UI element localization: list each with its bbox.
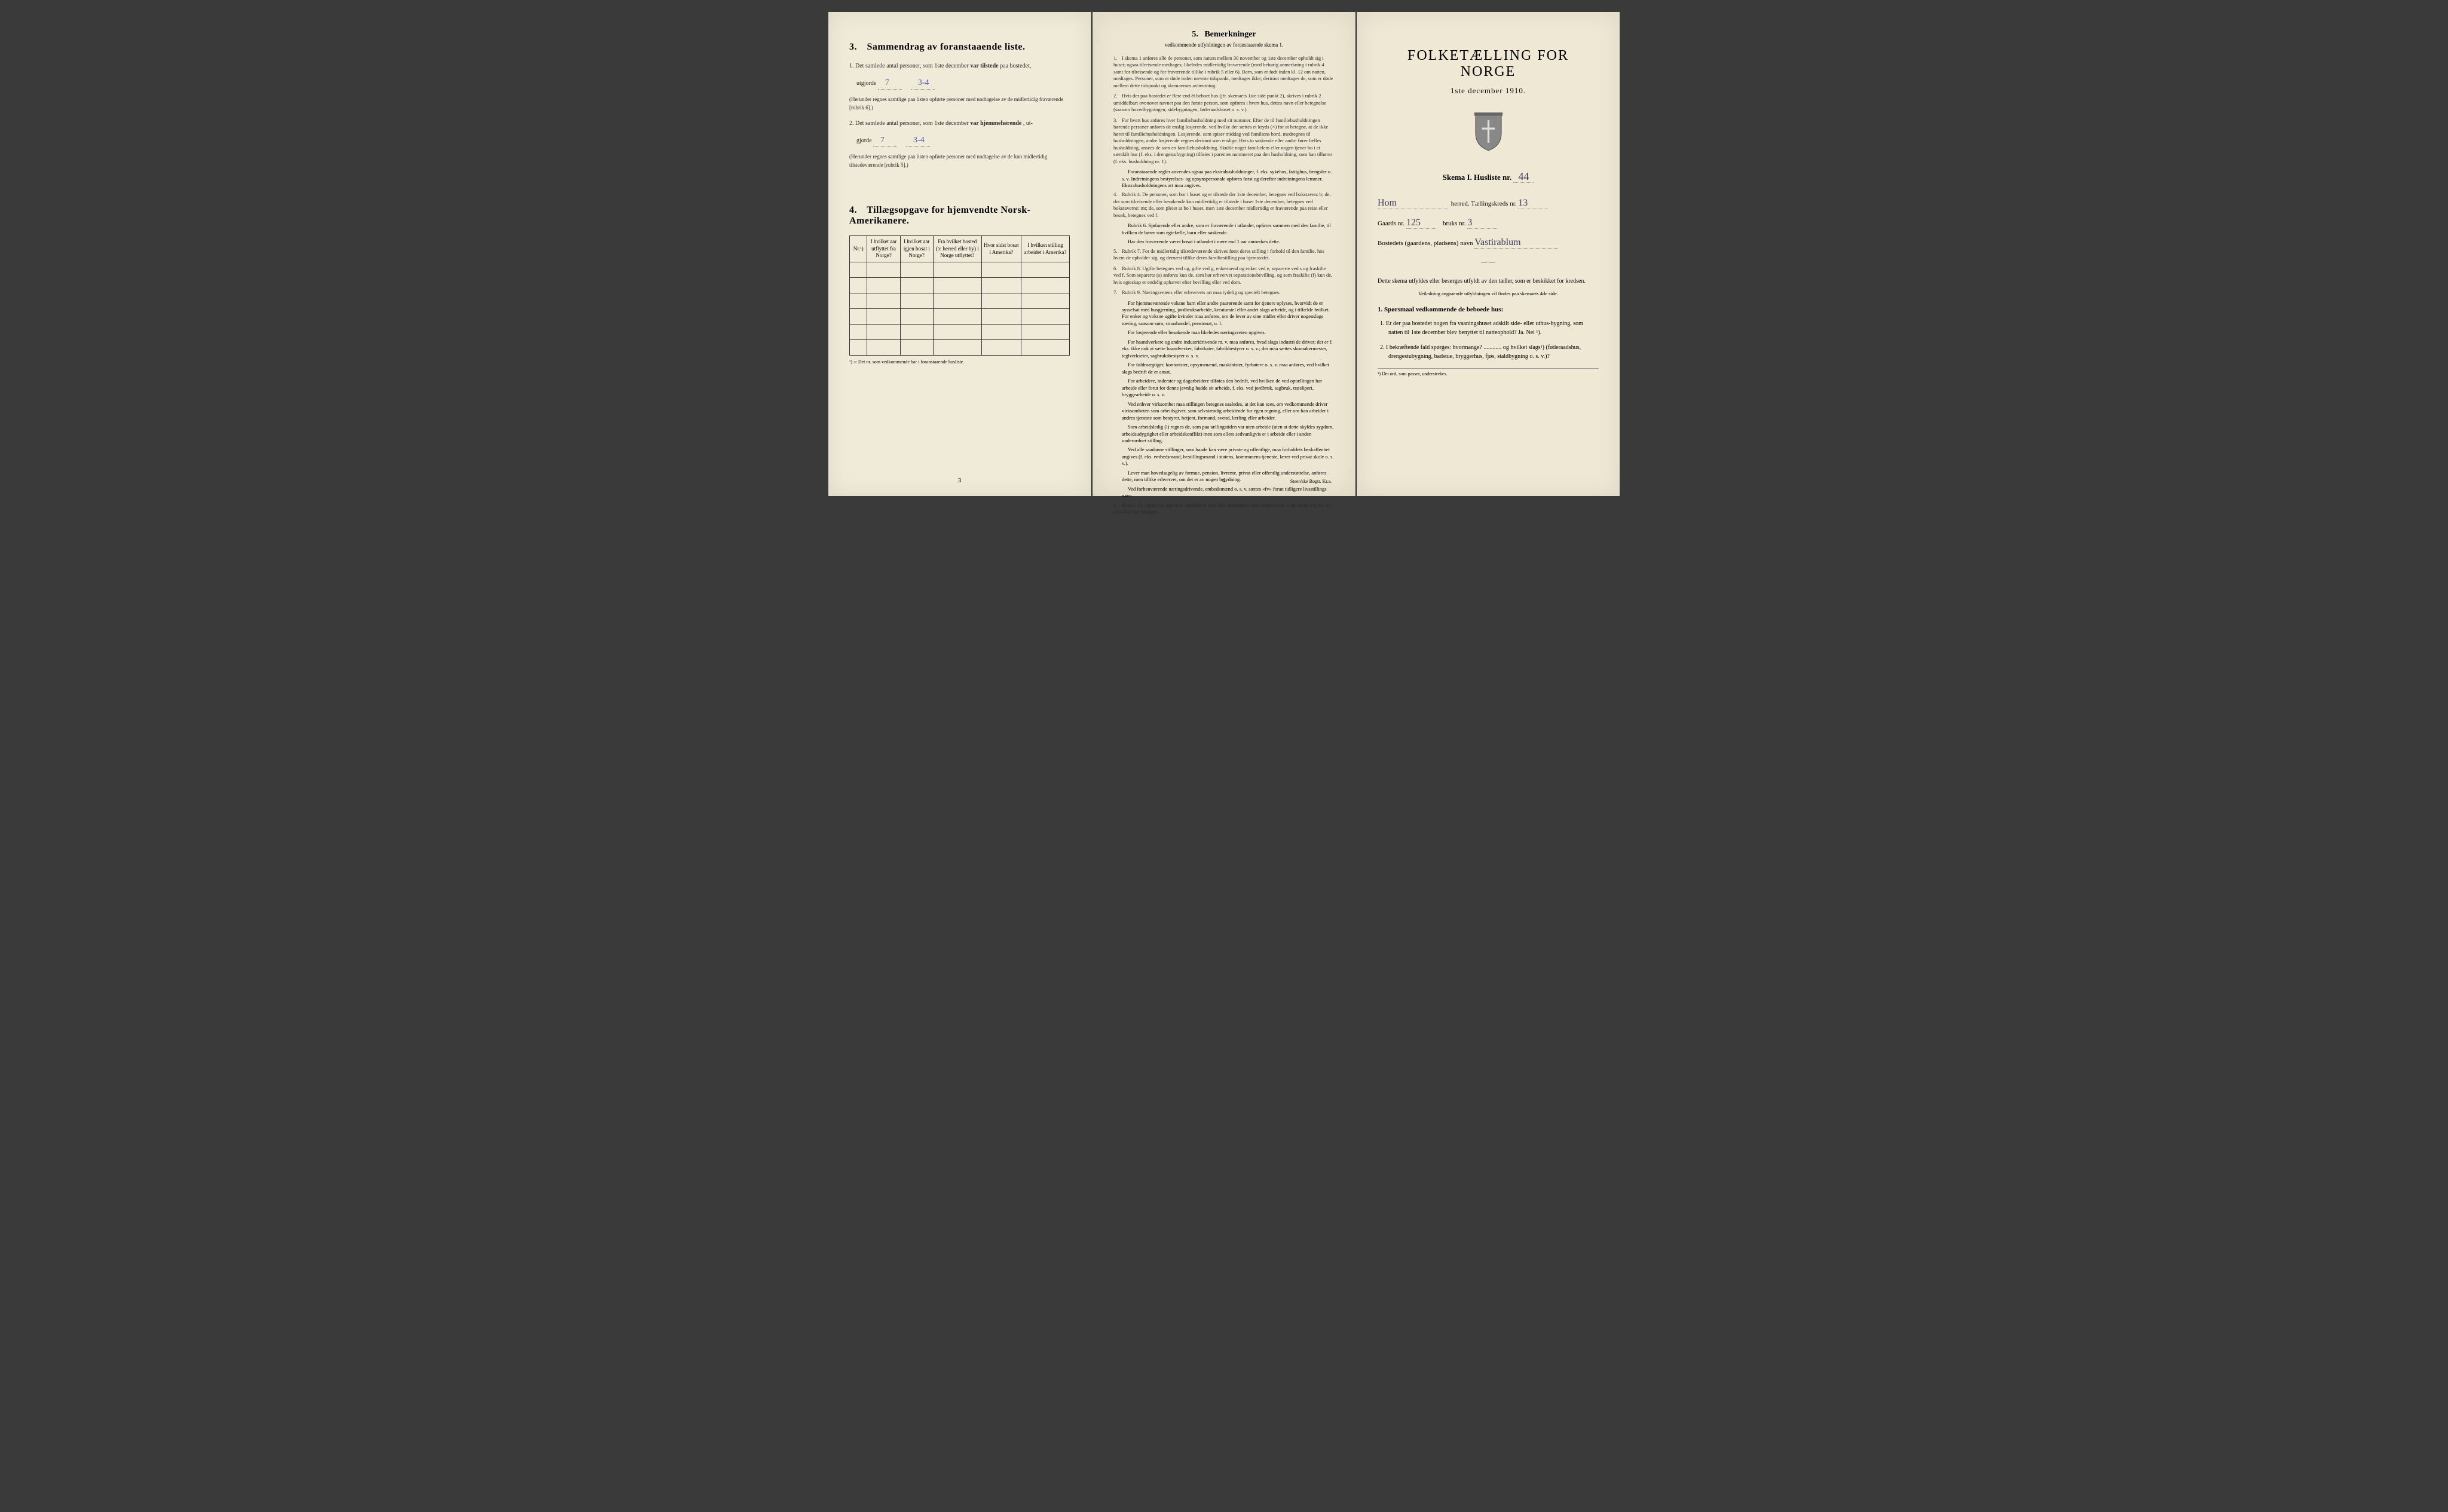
question-2: 2. I bekræftende fald spørges: hvormange… — [1388, 343, 1599, 361]
table-header-1: I hvilket aar utflyttet fra Norge? — [867, 236, 900, 262]
handwritten-value-1: 7 — [878, 76, 902, 90]
remark-item: 4.Rubrik 4. De personer, som bor i huset… — [1113, 191, 1335, 219]
ornament-divider: ―·― — [1378, 259, 1599, 266]
table-row — [850, 278, 1070, 293]
page-number-middle: 4 — [1222, 477, 1226, 484]
table-header-5: I hvilken stilling arbeidet i Amerika? — [1021, 236, 1070, 262]
table-row — [850, 309, 1070, 325]
section-3-item-2: 2. Det samlede antal personer, som 1ste … — [849, 119, 1070, 128]
section-3-item-2-note: (Herunder regnes samtlige paa listen opf… — [849, 153, 1070, 169]
remark-sub: Foranstaaende regler anvendes ogsaa paa … — [1122, 169, 1335, 189]
page-right: FOLKETÆLLING FOR NORGE 1ste december 191… — [1357, 12, 1620, 496]
table-row — [850, 325, 1070, 340]
husliste-nr-handwritten: 44 — [1513, 170, 1534, 183]
handwritten-value-2: 3-4 — [911, 76, 935, 90]
table-header-4: Hvor sidst bosat i Amerika? — [981, 236, 1021, 262]
section-3-item-1-line2: utgjorde 7 3-4 — [849, 76, 1070, 90]
remark-item: 8.Rubrik 14. Sinker og lignende aandsslø… — [1113, 502, 1335, 516]
section-3-title: 3. Sammendrag av foranstaaende liste. — [849, 42, 1070, 53]
table-header-0: Nr.¹) — [850, 236, 867, 262]
table-body — [850, 262, 1070, 356]
amerikanere-table: Nr.¹) I hvilket aar utflyttet fra Norge?… — [849, 235, 1070, 356]
remark-sub: Som arbeidsledig (l) regnes de, som paa … — [1122, 424, 1335, 444]
section-3-item-1: 1. Det samlede antal personer, som 1ste … — [849, 62, 1070, 71]
footnote-right: ¹) Det ord, som passer, understrekes. — [1378, 368, 1599, 377]
printer-credit: Steen'ske Bogtr. Kr.a. — [1290, 479, 1332, 484]
page-number-left: 3 — [958, 477, 962, 484]
instruction-text-1: Dette skema utfyldes eller besørges utfy… — [1378, 277, 1599, 286]
remark-sub: Har den fraværende været bosat i utlande… — [1122, 238, 1335, 245]
page-middle: 5. Bemerkninger vedkommende utfyldningen… — [1093, 12, 1355, 496]
question-title: 1. Spørsmaal vedkommende de beboede hus: — [1378, 306, 1599, 313]
table-row — [850, 293, 1070, 309]
table-row — [850, 262, 1070, 278]
herred-handwritten: Hom — [1378, 198, 1449, 209]
section-3-text: Sammendrag av foranstaaende liste. — [867, 42, 1026, 52]
bosted-handwritten: Vastirablum — [1474, 237, 1558, 249]
remark-item: 3.For hvert hus anføres hver familiehush… — [1113, 117, 1335, 165]
remarks-list: 1.I skema 1 anføres alle de personer, so… — [1113, 55, 1335, 516]
remark-item: 5.Rubrik 7. For de midlertidig tilstedev… — [1113, 248, 1335, 262]
table-footnote: ¹) ɔ: Det nr. som vedkommende har i fora… — [849, 359, 1070, 365]
main-title: FOLKETÆLLING FOR NORGE — [1378, 48, 1599, 80]
page-left: 3. Sammendrag av foranstaaende liste. 1.… — [828, 12, 1091, 496]
gaard-handwritten: 125 — [1406, 218, 1436, 229]
bosted-line: Bostedets (gaardens, pladsens) navn Vast… — [1378, 237, 1599, 249]
kreds-handwritten: 13 — [1518, 198, 1548, 209]
handwritten-value-4: 3-4 — [906, 134, 930, 147]
section-5-title: 5. Bemerkninger — [1113, 30, 1335, 39]
remark-sub: For arbeidere, inderster og dagarbeidere… — [1122, 378, 1335, 398]
section-3-item-2-line2: gjorde 7 3-4 — [849, 134, 1070, 147]
gaard-line: Gaards nr. 125 bruks nr. 3 — [1378, 218, 1599, 229]
schema-line: Skema I. Husliste nr. 44 — [1378, 170, 1599, 183]
remark-sub: Ved enhver virksomhet maa stillingen bet… — [1122, 401, 1335, 421]
remark-item: 6.Rubrik 8. Ugifte betegnes ved ug, gift… — [1113, 265, 1335, 286]
remark-item: 7.Rubrik 9. Næringsveiens eller erhverve… — [1113, 289, 1335, 296]
coat-of-arms-icon — [1378, 111, 1599, 155]
remark-item: 2.Hvis der paa bostedet er flere end ét … — [1113, 93, 1335, 113]
section-4-text: Tillægsopgave for hjemvendte Norsk-Ameri… — [849, 205, 1030, 226]
handwritten-value-3: 7 — [873, 134, 897, 147]
remark-sub: For hjemmeværende voksne barn eller andr… — [1122, 300, 1335, 328]
remark-sub: Rubrik 6. Sjøfarende eller andre, som er… — [1122, 222, 1335, 236]
remark-sub: Ved alle saadanne stillinger, som baade … — [1122, 446, 1335, 467]
section-3-item-1-note: (Herunder regnes samtlige paa listen opf… — [849, 96, 1070, 112]
instruction-text-2: Veiledning angaaende utfyldningen vil fi… — [1378, 290, 1599, 296]
remark-sub: For fuldmægtiger, kontorister, opsynsmæn… — [1122, 362, 1335, 375]
herred-line: Hom herred. Tællingskreds nr. 13 — [1378, 198, 1599, 209]
remark-sub: For losjerende eller besøkende maa likel… — [1122, 329, 1335, 336]
remark-sub: Ved forhenværende næringsdrivende, embed… — [1122, 486, 1335, 500]
table-row — [850, 340, 1070, 356]
section-3-num: 3. — [849, 42, 857, 52]
remark-item: 1.I skema 1 anføres alle de personer, so… — [1113, 55, 1335, 89]
main-date: 1ste december 1910. — [1378, 86, 1599, 96]
section-4-title: 4. Tillægsopgave for hjemvendte Norsk-Am… — [849, 205, 1070, 227]
bruks-handwritten: 3 — [1467, 218, 1497, 229]
table-header-3: Fra hvilket bosted (ɔ: herred eller by) … — [933, 236, 981, 262]
table-header-2: I hvilket aar igjen bosat i Norge? — [900, 236, 933, 262]
remark-sub: For haandverkere og andre industridriven… — [1122, 339, 1335, 359]
document-spread: 3. Sammendrag av foranstaaende liste. 1.… — [828, 12, 1620, 496]
question-1: 1. Er der paa bostedet nogen fra vaaning… — [1388, 319, 1599, 337]
section-5-subtitle: vedkommende utfyldningen av foranstaaend… — [1113, 42, 1335, 48]
section-4-num: 4. — [849, 205, 857, 215]
